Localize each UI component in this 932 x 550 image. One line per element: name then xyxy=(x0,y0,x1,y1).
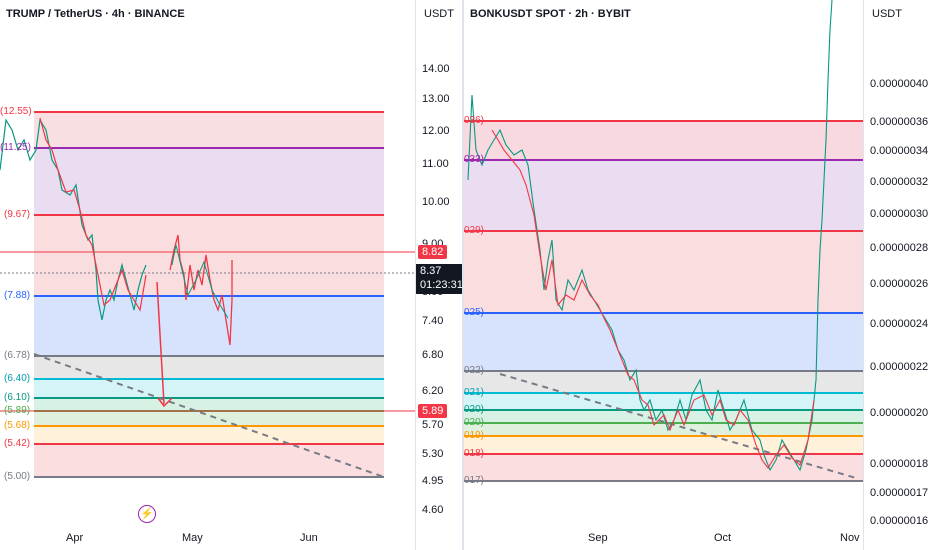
panel-divider[interactable] xyxy=(462,0,464,550)
y-tick: 0.00000018 xyxy=(870,458,929,470)
x-tick: Nov xyxy=(840,532,860,544)
fib-label: (11.25) xyxy=(0,142,31,153)
y-tick: 0.00000024 xyxy=(870,318,929,330)
fib-label: 025) xyxy=(464,307,485,318)
x-tick: Jun xyxy=(300,532,318,544)
x-tick: Sep xyxy=(588,532,608,544)
fib-label: 021) xyxy=(464,387,485,398)
y-tick: 6.80 xyxy=(422,349,444,361)
trump-chart-canvas[interactable] xyxy=(0,0,462,550)
y-tick: 10.00 xyxy=(422,196,450,208)
y-tick: 4.60 xyxy=(422,504,444,516)
chart-title: TRUMP / TetherUS · 4h · BINANCE xyxy=(6,8,185,20)
fib-label: (5.68) xyxy=(4,420,31,431)
bonk-chart-panel[interactable]: BONKUSDT SPOT · 2h · BYBIT 036) 033) 029… xyxy=(464,0,932,550)
lightning-icon[interactable]: ⚡ xyxy=(138,505,156,523)
price-badge: 8.82 xyxy=(418,245,448,259)
fib-label: 036) xyxy=(464,115,485,126)
fib-label: (9.67) xyxy=(4,209,31,220)
fib-label: 018) xyxy=(464,448,485,459)
fib-label: 022) xyxy=(464,365,485,376)
fib-label: 029) xyxy=(464,225,485,236)
y-tick: 11.00 xyxy=(422,158,449,170)
fib-label: (12.55) xyxy=(0,106,32,117)
price-axis[interactable]: USDT 0.00000040 0.00000036 0.00000034 0.… xyxy=(863,0,932,550)
y-tick: 0.00000022 xyxy=(870,361,929,373)
countdown: 01:23:31 xyxy=(420,279,462,291)
y-tick: 0.00000040 xyxy=(870,78,929,90)
fib-label: (6.10) xyxy=(4,392,31,403)
y-tick: 0.00000020 xyxy=(870,407,929,419)
x-tick: Apr xyxy=(66,532,84,544)
fib-label: (5.42) xyxy=(4,438,31,449)
fib-label: (5.89) xyxy=(4,405,31,416)
fib-label: 033) xyxy=(464,154,485,165)
axis-unit: USDT xyxy=(872,8,902,20)
chart-title: BONKUSDT SPOT · 2h · BYBIT xyxy=(470,8,631,20)
y-tick: 14.00 xyxy=(422,63,450,75)
y-tick: 0.00000026 xyxy=(870,278,929,290)
current-price-tag: 8.37 01:23:31 xyxy=(416,264,462,294)
y-tick: 0.00000034 xyxy=(870,145,929,157)
y-tick: 0.00000032 xyxy=(870,176,929,188)
x-tick: Oct xyxy=(714,532,732,544)
current-price: 8.37 xyxy=(420,265,442,277)
y-tick: 13.00 xyxy=(422,93,450,105)
target-badge: 5.89 xyxy=(418,404,448,418)
y-tick: 5.30 xyxy=(422,448,444,460)
y-tick: 0.00000030 xyxy=(870,208,929,220)
fib-label: 020) xyxy=(464,417,485,428)
fib-label: 017) xyxy=(464,475,485,486)
y-tick: 0.00000036 xyxy=(870,116,929,128)
y-tick: 5.70 xyxy=(422,419,444,431)
fib-label: (6.78) xyxy=(4,350,31,361)
x-tick: May xyxy=(182,532,203,544)
y-tick: 7.40 xyxy=(422,315,444,327)
fib-label: (6.40) xyxy=(4,373,31,384)
bonk-chart-canvas[interactable] xyxy=(464,0,932,550)
y-tick: 0.00000028 xyxy=(870,242,929,254)
fib-label: 019) xyxy=(464,430,485,441)
y-tick: 6.20 xyxy=(422,385,444,397)
trump-chart-panel[interactable]: TRUMP / TetherUS · 4h · BINANCE (12.55) … xyxy=(0,0,462,550)
y-tick: 0.00000017 xyxy=(870,487,929,499)
y-tick: 0.00000016 xyxy=(870,515,929,527)
axis-unit: USDT xyxy=(424,8,454,20)
fib-label: (7.88) xyxy=(4,290,31,301)
y-tick: 12.00 xyxy=(422,125,450,137)
y-tick: 4.95 xyxy=(422,475,444,487)
fib-label: (5.00) xyxy=(4,471,31,482)
fib-label: 020) xyxy=(464,404,485,415)
